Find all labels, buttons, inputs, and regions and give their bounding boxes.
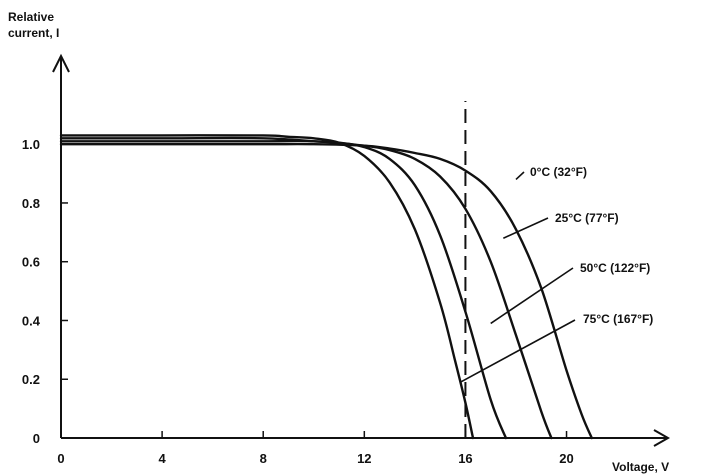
y-axis-arrowhead xyxy=(52,53,70,73)
x-axis-arrowhead xyxy=(653,429,671,447)
series-line-3 xyxy=(59,134,475,440)
x-tick-label: 0 xyxy=(57,451,64,466)
chart-series-labels: 0°C (32°F) 25°C (77°F) 50°C (122°F) 75°C (1… xyxy=(459,165,653,383)
series-leader-line xyxy=(459,319,576,383)
x-tick-label: 12 xyxy=(357,451,371,466)
chart-series xyxy=(59,134,593,440)
y-tick-label: 0 xyxy=(33,431,40,446)
series-line-0 xyxy=(59,142,593,440)
y-tick-label: 0.4 xyxy=(22,313,41,328)
series-leader-line xyxy=(490,267,574,325)
x-tick-label: 20 xyxy=(559,451,573,466)
chart-axes xyxy=(52,53,671,447)
x-tick-label: 4 xyxy=(158,451,166,466)
y-tick-label: 1.0 xyxy=(22,137,40,152)
y-tick-label: 0.6 xyxy=(22,255,40,270)
chart-ticks: 0 4 8 12 16 20 0 0.2 0.4 0.6 0.8 1.0 xyxy=(22,137,574,466)
series-leader-line xyxy=(503,217,549,239)
y-axis-title-line-2: current, I xyxy=(8,26,59,40)
series-line-2 xyxy=(59,136,508,440)
x-tick-label: 8 xyxy=(260,451,267,466)
series-leader-line xyxy=(515,171,525,181)
series-label: 25°C (77°F) xyxy=(555,211,619,225)
y-tick-label: 0.8 xyxy=(22,196,40,211)
x-tick-label: 16 xyxy=(458,451,472,466)
y-tick-label: 0.2 xyxy=(22,372,40,387)
series-label: 0°C (32°F) xyxy=(530,165,587,179)
series-label: 75°C (167°F) xyxy=(583,312,653,326)
y-axis-title-line-1: Relative xyxy=(8,10,54,24)
series-label: 50°C (122°F) xyxy=(580,261,650,275)
series-line-1 xyxy=(59,139,553,440)
x-axis-title: Voltage, V xyxy=(612,460,669,474)
